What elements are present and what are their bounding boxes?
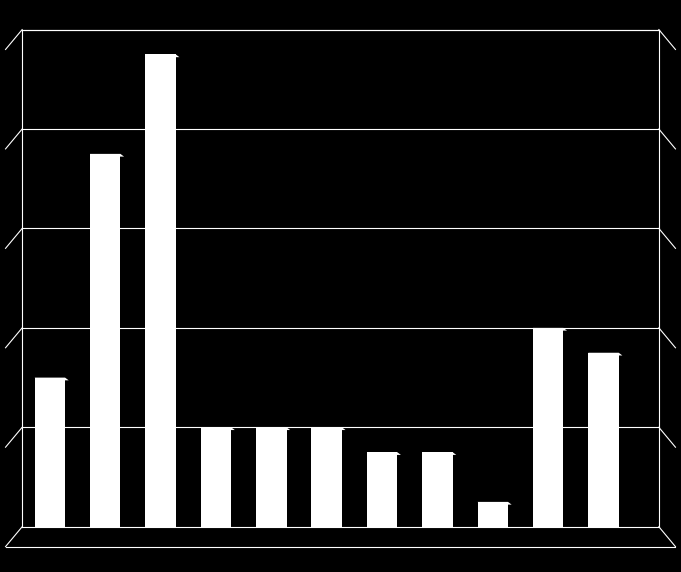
Polygon shape: [311, 427, 345, 430]
Polygon shape: [145, 54, 179, 57]
Bar: [90, 154, 121, 527]
Polygon shape: [90, 154, 124, 157]
Polygon shape: [256, 427, 290, 430]
Polygon shape: [367, 452, 401, 455]
Bar: [35, 378, 65, 527]
Bar: [533, 328, 563, 527]
Polygon shape: [201, 427, 235, 430]
Polygon shape: [422, 452, 456, 455]
Polygon shape: [588, 353, 622, 355]
Polygon shape: [477, 502, 511, 505]
Bar: [256, 427, 287, 527]
Bar: [422, 452, 453, 527]
Polygon shape: [35, 378, 69, 380]
Bar: [201, 427, 231, 527]
Bar: [145, 54, 176, 527]
Bar: [311, 427, 342, 527]
Bar: [477, 502, 508, 527]
Bar: [588, 353, 619, 527]
Polygon shape: [533, 328, 567, 331]
Bar: [367, 452, 397, 527]
